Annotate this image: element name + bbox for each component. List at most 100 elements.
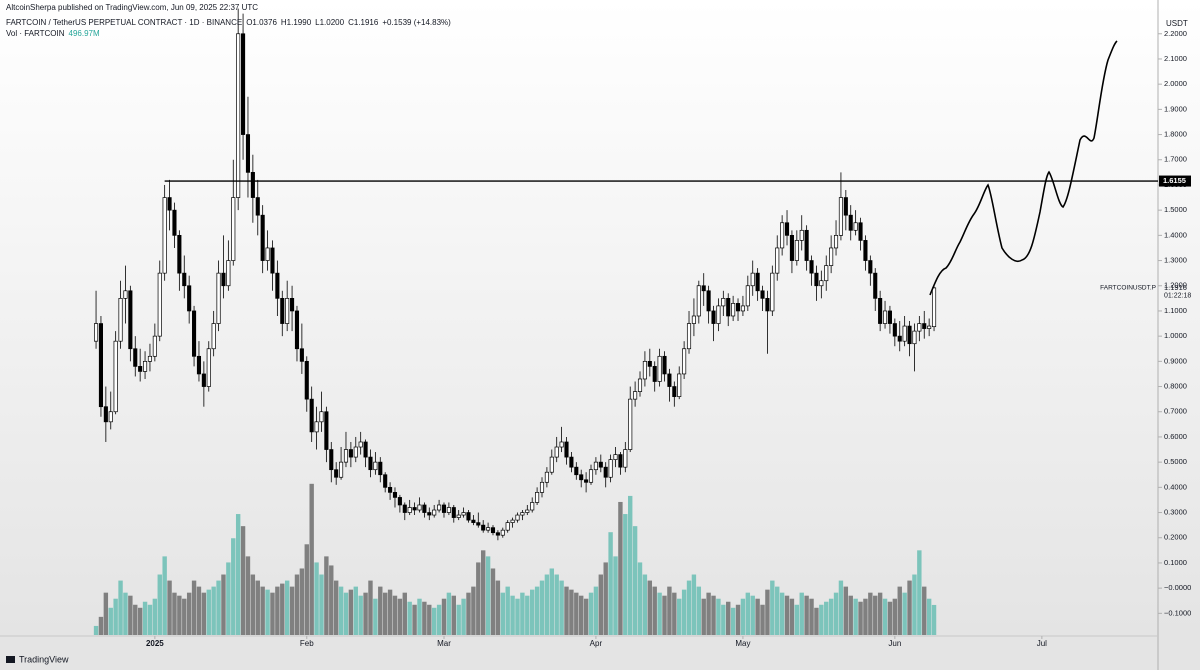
volume-bar	[549, 568, 555, 635]
volume-bar	[93, 625, 99, 635]
volume-bar	[922, 586, 927, 635]
volume-bar	[103, 592, 109, 635]
y-tick-label: 0.3000	[1164, 508, 1187, 517]
volume-bar	[133, 604, 138, 635]
y-tick-label: 1.3000	[1164, 256, 1187, 265]
volume-bar	[500, 592, 505, 635]
volume-bar	[662, 595, 667, 635]
level-tag-label: 1.6155	[1163, 176, 1186, 185]
candle-body	[481, 524, 486, 531]
close: C1.1916	[348, 18, 379, 27]
volume-bar	[422, 601, 427, 635]
candle-body	[726, 297, 731, 317]
volume-bar	[255, 580, 260, 635]
candle-body	[530, 502, 535, 511]
publisher: AltcoinSherpa published on TradingView.c…	[6, 3, 259, 12]
candle-body	[427, 512, 432, 516]
candle-body	[441, 504, 447, 513]
volume-legend: Vol · FARTCOIN 496.97M	[6, 29, 100, 38]
candle-body	[539, 481, 545, 493]
volume-bar	[701, 598, 706, 635]
candle-body	[334, 469, 339, 478]
volume-bar	[186, 592, 192, 635]
volume-bar	[221, 574, 226, 635]
candle-body	[515, 514, 520, 521]
volume-bar	[853, 598, 858, 635]
volume-bar	[505, 586, 510, 635]
candle-body	[329, 449, 334, 471]
candle-body	[696, 285, 701, 317]
volume-bar	[608, 532, 613, 635]
volume-bar	[471, 586, 476, 635]
candle-body	[809, 260, 814, 274]
low: L1.0200	[315, 18, 345, 27]
candle-body	[500, 529, 505, 536]
volume-bar	[784, 595, 790, 635]
volume-bar	[892, 598, 898, 635]
candle-body	[608, 459, 613, 478]
candle-body	[618, 454, 623, 468]
volume-bar	[637, 562, 643, 635]
volume-bar	[240, 526, 246, 635]
volume-bar	[427, 604, 432, 635]
candle-body	[882, 310, 888, 324]
candle-body	[794, 240, 799, 261]
countdown-label: 01:22:18	[1164, 293, 1191, 300]
volume-bar	[848, 595, 853, 635]
candle-body	[147, 355, 153, 362]
y-tick-label: 1.2000	[1164, 281, 1187, 290]
volume-bar	[711, 595, 716, 635]
candle-body	[280, 297, 285, 324]
volume-bar	[917, 550, 922, 635]
volume-bar	[397, 598, 403, 635]
volume-bar	[529, 589, 535, 635]
candle-body	[731, 303, 736, 317]
candle-body	[461, 512, 466, 516]
y-tick-label: 1.9000	[1164, 104, 1187, 113]
volume-bar	[324, 556, 329, 635]
candle-body	[94, 323, 99, 342]
y-tick-label: 2.2000	[1164, 29, 1187, 38]
candle-body	[324, 411, 329, 450]
candle-body	[750, 272, 755, 287]
volume-bar	[745, 592, 751, 635]
y-tick-label: 1.1000	[1164, 306, 1187, 315]
volume-bar	[843, 586, 849, 635]
candle-body	[446, 507, 451, 513]
y-tick-label: 0.5000	[1164, 457, 1187, 466]
candle-body	[775, 247, 780, 274]
volume-bar	[363, 592, 368, 635]
candle-body	[226, 260, 231, 287]
candle-body	[118, 297, 123, 342]
volume-bar	[672, 592, 677, 635]
candle-body	[270, 247, 275, 274]
volume-bar	[868, 592, 873, 635]
candle-body	[897, 335, 902, 342]
candle-body	[407, 507, 412, 513]
volume-bar	[539, 580, 545, 635]
volume-bar	[907, 580, 912, 635]
volume-bar	[593, 586, 599, 635]
candle-body	[103, 406, 108, 423]
candle-body	[633, 391, 638, 400]
candle-body	[451, 507, 456, 518]
candle-body	[760, 290, 765, 299]
volume-bar	[765, 589, 770, 635]
candle-body	[735, 303, 741, 312]
volume-bar	[775, 586, 780, 635]
volume-bar	[706, 592, 711, 635]
candle-body	[275, 272, 280, 299]
volume-bar	[480, 550, 486, 635]
volume-bar	[686, 580, 692, 635]
candle-body	[579, 474, 584, 481]
volume-bar	[476, 562, 481, 635]
candle-body	[353, 446, 358, 458]
volume-bar	[579, 595, 584, 635]
candle-body	[691, 315, 696, 324]
projection-drawing	[929, 40, 1118, 296]
volume-bar	[466, 592, 471, 635]
candle-body	[265, 247, 270, 261]
volume-bar	[250, 574, 256, 635]
candle-body	[402, 504, 407, 513]
y-tick-label: 0.6000	[1164, 432, 1187, 441]
